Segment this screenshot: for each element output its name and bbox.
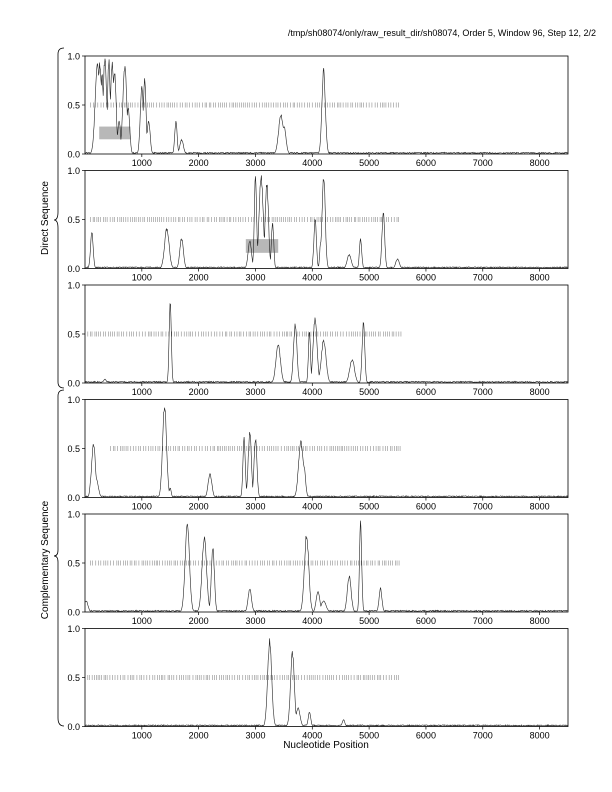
x-tick-label: 3000 <box>245 502 265 512</box>
x-tick-label: 1000 <box>132 731 152 741</box>
panel-5: 0.0 0.5 1.0 1000 2000 3000 4000 5000 6000 7000 800… <box>67 510 569 626</box>
x-tick-label: 6000 <box>416 273 436 283</box>
x-tick-label: 7000 <box>473 731 493 741</box>
x-tick-label: 7000 <box>473 387 493 397</box>
x-tick-label: 8000 <box>530 158 550 168</box>
x-tick-label: 5000 <box>359 387 379 397</box>
x-tick-label: 1000 <box>132 616 152 626</box>
x-tick-label: 8000 <box>530 273 550 283</box>
x-tick-label: 7000 <box>473 502 493 512</box>
signal-line <box>84 638 568 727</box>
x-tick-label: 8000 <box>530 731 550 741</box>
x-tick-label: 3000 <box>245 387 265 397</box>
complementary-sequence-label: Complementary Sequence <box>40 500 51 619</box>
x-tick-label: 8000 <box>530 502 550 512</box>
x-tick-label: 7000 <box>473 273 493 283</box>
x-tick-label: 4000 <box>302 502 322 512</box>
x-tick-label: 7000 <box>473 158 493 168</box>
x-tick-label: 6000 <box>416 616 436 626</box>
signal-line <box>84 520 568 613</box>
x-tick-label: 5000 <box>359 158 379 168</box>
x-tick-label: 3000 <box>245 158 265 168</box>
highlight-region <box>99 126 131 140</box>
panels: 0.0 0.5 1.0 1000 2000 3000 4000 5000 6000 7000 800… <box>67 52 569 741</box>
x-tick-label: 4000 <box>302 616 322 626</box>
panel-3: 0.0 0.5 1.0 1000 2000 3000 4000 5000 6000 7000 800… <box>67 281 569 397</box>
y-tick-label: 1.0 <box>67 510 80 520</box>
panel-frame <box>84 55 569 155</box>
x-tick-label: 3000 <box>245 273 265 283</box>
x-tick-label: 5000 <box>359 731 379 741</box>
y-tick-label: 0.5 <box>67 673 80 683</box>
panel-frame <box>84 284 569 384</box>
figure-header: /tmp/sh08074/only/raw_result_dir/sh08074… <box>288 28 596 38</box>
signal-line <box>84 175 568 269</box>
y-tick-label: 1.0 <box>67 166 80 176</box>
x-tick-label: 1000 <box>132 158 152 168</box>
signal-line <box>84 407 569 498</box>
x-tick-label: 8000 <box>530 387 550 397</box>
signal-line <box>84 303 569 384</box>
x-tick-label: 2000 <box>189 731 209 741</box>
x-tick-label: 5000 <box>359 273 379 283</box>
panel-4: 0.0 0.5 1.0 1000 2000 3000 4000 5000 6000 7000 800… <box>67 395 569 512</box>
y-tick-label: 0.0 <box>67 379 80 389</box>
signal-line <box>84 58 568 155</box>
x-tick-label: 3000 <box>245 616 265 626</box>
y-tick-label: 0.0 <box>67 493 80 503</box>
x-tick-label: 2000 <box>189 502 209 512</box>
y-tick-label: 0.5 <box>67 559 80 569</box>
y-tick-label: 1.0 <box>67 281 80 291</box>
panel-frame <box>84 513 569 613</box>
x-tick-label: 4000 <box>302 158 322 168</box>
x-tick-label: 2000 <box>189 158 209 168</box>
y-tick-label: 0.0 <box>67 608 80 618</box>
y-tick-label: 0.0 <box>67 264 80 274</box>
direct-sequence-label: Direct Sequence <box>40 181 51 255</box>
y-tick-label: 0.0 <box>67 722 80 732</box>
x-tick-label: 1000 <box>132 502 152 512</box>
x-tick-label: 2000 <box>189 387 209 397</box>
y-tick-label: 1.0 <box>67 624 80 634</box>
panel-frame <box>84 399 569 498</box>
direct-bracket <box>53 47 65 389</box>
x-tick-label: 4000 <box>302 387 322 397</box>
y-tick-label: 0.5 <box>67 444 80 454</box>
x-axis-label: Nucleotide Position <box>283 740 369 751</box>
y-tick-label: 1.0 <box>67 395 80 405</box>
x-tick-label: 5000 <box>359 502 379 512</box>
x-tick-label: 2000 <box>189 616 209 626</box>
x-tick-label: 3000 <box>245 731 265 741</box>
x-tick-label: 1000 <box>132 387 152 397</box>
y-tick-label: 0.0 <box>67 150 80 160</box>
x-tick-label: 6000 <box>416 502 436 512</box>
x-tick-label: 8000 <box>530 616 550 626</box>
y-tick-label: 0.5 <box>67 215 80 225</box>
x-tick-label: 2000 <box>189 273 209 283</box>
x-tick-label: 4000 <box>302 731 322 741</box>
panel-1: 0.0 0.5 1.0 1000 2000 3000 4000 5000 6000 7000 800… <box>67 52 569 168</box>
x-tick-label: 4000 <box>302 273 322 283</box>
x-tick-label: 6000 <box>416 387 436 397</box>
panel-2: 0.0 0.5 1.0 1000 2000 3000 4000 5000 6000 7000 800… <box>67 166 569 283</box>
x-tick-label: 7000 <box>473 616 493 626</box>
panel-6: 0.0 0.5 1.0 1000 2000 3000 4000 5000 6000 7000 800… <box>67 624 569 741</box>
complementary-bracket <box>53 389 65 727</box>
x-tick-label: 6000 <box>416 731 436 741</box>
y-tick-label: 0.5 <box>67 101 80 111</box>
x-tick-label: 5000 <box>359 616 379 626</box>
y-tick-label: 1.0 <box>67 52 80 62</box>
y-tick-label: 0.5 <box>67 330 80 340</box>
x-tick-label: 1000 <box>132 273 152 283</box>
x-tick-label: 6000 <box>416 158 436 168</box>
